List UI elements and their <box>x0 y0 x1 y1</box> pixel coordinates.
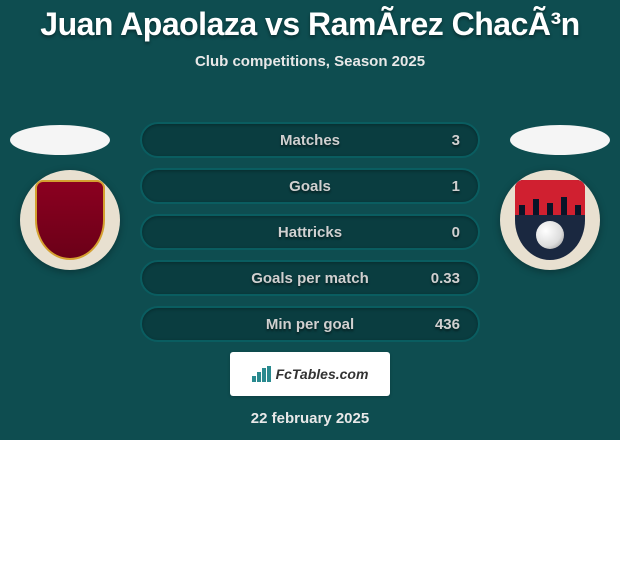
club-crest-left <box>35 180 105 260</box>
stat-right-value: 0.33 <box>410 270 460 287</box>
logo-text: FcTables.com <box>276 366 369 382</box>
stats-list: Matches 3 Goals 1 Hattricks 0 Goals per … <box>140 122 480 352</box>
stat-label: Min per goal <box>210 316 410 333</box>
stat-label: Matches <box>210 132 410 149</box>
stat-right-value: 0 <box>410 224 460 241</box>
player-avatar-right <box>510 125 610 155</box>
subtitle: Club competitions, Season 2025 <box>0 53 620 70</box>
stat-right-value: 3 <box>410 132 460 149</box>
stat-label: Goals <box>210 178 410 195</box>
page-title: Juan Apaolaza vs RamÃ­rez ChacÃ³n <box>0 0 620 43</box>
stat-row: Hattricks 0 <box>140 214 480 250</box>
stat-row: Matches 3 <box>140 122 480 158</box>
stat-right-value: 436 <box>410 316 460 333</box>
bar-chart-icon <box>252 366 272 382</box>
stat-label: Hattricks <box>210 224 410 241</box>
club-badge-right <box>500 170 600 270</box>
player-avatar-left <box>10 125 110 155</box>
stat-row: Min per goal 436 <box>140 306 480 342</box>
club-badge-left <box>20 170 120 270</box>
comparison-card: Juan Apaolaza vs RamÃ­rez ChacÃ³n Club c… <box>0 0 620 440</box>
source-logo[interactable]: FcTables.com <box>230 352 390 396</box>
crest-skyline-icon <box>515 197 585 215</box>
crest-ball-icon <box>536 221 564 249</box>
stat-label: Goals per match <box>210 270 410 287</box>
club-crest-right <box>515 180 585 260</box>
stat-row: Goals 1 <box>140 168 480 204</box>
stat-right-value: 1 <box>410 178 460 195</box>
stat-row: Goals per match 0.33 <box>140 260 480 296</box>
date-label: 22 february 2025 <box>0 410 620 427</box>
crest-top-band <box>515 180 585 215</box>
